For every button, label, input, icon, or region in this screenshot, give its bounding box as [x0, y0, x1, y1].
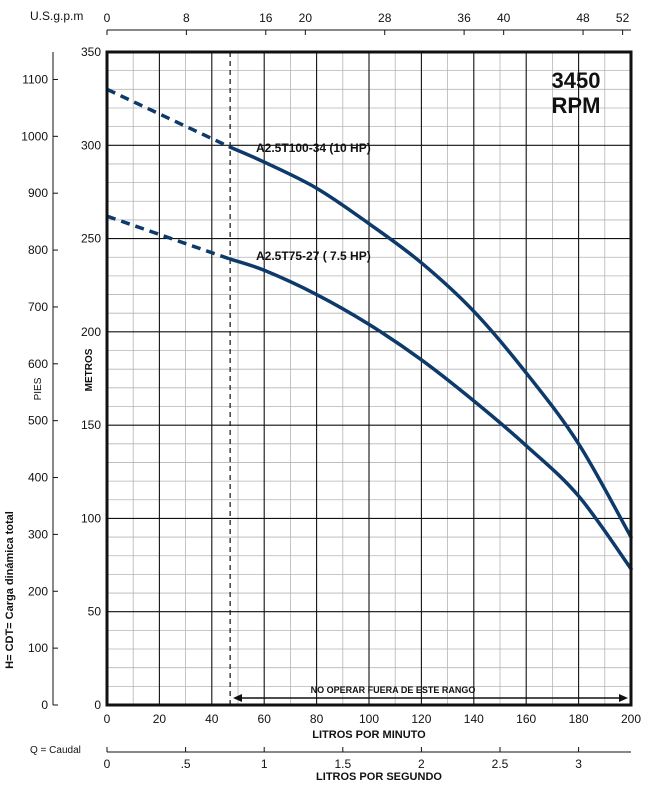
gpm-tick-label: 16 [259, 11, 273, 25]
series-0-dashed-line [106, 87, 231, 149]
lpm-axis-label: LITROS POR MINUTO [312, 729, 426, 741]
metros-tick-label: 200 [81, 325, 101, 339]
gpm-tick-label: 20 [299, 11, 313, 25]
range-arrow-right-icon [619, 694, 628, 702]
gpm-tick-label: 40 [497, 11, 511, 25]
x-tick-label: 140 [464, 712, 484, 726]
metros-tick-label: 350 [81, 45, 101, 59]
series-0-solid-line [228, 145, 633, 539]
lps-tick-label: 3 [575, 757, 582, 771]
top-axis-label: U.S.g.p.m [30, 9, 83, 23]
metros-axis-label: METROS [84, 348, 95, 391]
gpm-tick-label: 8 [183, 11, 190, 25]
lps-tick-label: 2 [418, 757, 425, 771]
x-tick-label: 200 [621, 712, 641, 726]
range-note-text: NO OPERAR FUERA DE ESTE RANGO [311, 685, 476, 695]
metros-tick-label: 250 [81, 232, 101, 246]
lps-tick-label: 1.5 [334, 757, 351, 771]
gpm-tick-label: 28 [378, 11, 392, 25]
pies-tick-label: 0 [41, 698, 48, 712]
x-tick-label: 100 [359, 712, 379, 726]
carga-dinamica-label: H= CDT= Carga dinámica total [4, 511, 16, 669]
series-label-10hp: A2.5T100-34 (10 HP) [256, 141, 371, 155]
pies-tick-label: 800 [28, 243, 48, 257]
caudal-label: Q = Caudal [30, 745, 81, 756]
rpm-value: 3450 [552, 68, 601, 93]
pies-tick-label: 700 [28, 300, 48, 314]
lps-tick-label: .5 [181, 757, 191, 771]
operating-range-note: NO OPERAR FUERA DE ESTE RANGO [233, 685, 628, 702]
series-1-solid-line [228, 257, 633, 571]
plot-frame [105, 50, 633, 707]
range-arrow-left-icon [233, 694, 242, 702]
x-tick-label: 20 [153, 712, 167, 726]
metros-tick-label: 0 [94, 698, 101, 712]
pies-tick-label: 200 [28, 584, 48, 598]
lps-axis-label: LITROS POR SEGUNDO [316, 771, 442, 783]
pies-tick-label: 400 [28, 471, 48, 485]
gpm-tick-label: 36 [457, 11, 471, 25]
gpm-tick-label: 48 [576, 11, 590, 25]
x-tick-label: 180 [569, 712, 589, 726]
bottom-axes: LITROS POR MINUTO Q = Caudal LITROS POR … [30, 729, 631, 783]
pump-curves [106, 87, 633, 571]
x-tick-label: 160 [516, 712, 536, 726]
pies-axis-label: PIES [33, 377, 44, 400]
pies-tick-label: 600 [28, 357, 48, 371]
series-labels: A2.5T100-34 (10 HP) A2.5T75-27 ( 7.5 HP) [256, 141, 371, 263]
metros-tick-label: 300 [81, 138, 101, 152]
pies-tick-label: 1100 [22, 72, 48, 86]
lps-tick-label: 1 [261, 757, 268, 771]
pies-tick-label: 100 [28, 641, 48, 655]
rpm-unit: RPM [552, 93, 601, 118]
x-tick-label: 80 [310, 712, 324, 726]
gpm-tick-label: 0 [104, 11, 111, 25]
metros-tick-label: 100 [81, 511, 101, 525]
rpm-badge: 3450 RPM [552, 68, 601, 118]
pies-tick-label: 300 [28, 527, 48, 541]
gpm-tick-label: 52 [616, 11, 630, 25]
pies-tick-label: 500 [28, 414, 48, 428]
lps-tick-label: 2.5 [492, 757, 509, 771]
x-tick-label: 120 [411, 712, 431, 726]
x-tick-label: 40 [205, 712, 219, 726]
lps-tick-label: 0 [104, 757, 111, 771]
metros-tick-label: 50 [88, 605, 102, 619]
pies-tick-label: 900 [28, 186, 48, 200]
series-label-7-5hp: A2.5T75-27 ( 7.5 HP) [256, 249, 371, 263]
x-tick-label: 0 [104, 712, 111, 726]
metros-tick-label: 150 [81, 418, 101, 432]
grid: 0 20 40 60 80 100 120 140 160 180 200 0 50 100 150 200 2… [81, 45, 641, 726]
pies-tick-label: 1000 [21, 129, 48, 143]
left-axes: PIES METROS H= CDT= Carga dinámica total… [4, 52, 95, 712]
top-axis: U.S.g.p.m 0 8 16 20 28 36 40 48 52 [30, 9, 631, 35]
series-1-dashed-line [106, 214, 231, 261]
x-tick-label: 60 [258, 712, 272, 726]
